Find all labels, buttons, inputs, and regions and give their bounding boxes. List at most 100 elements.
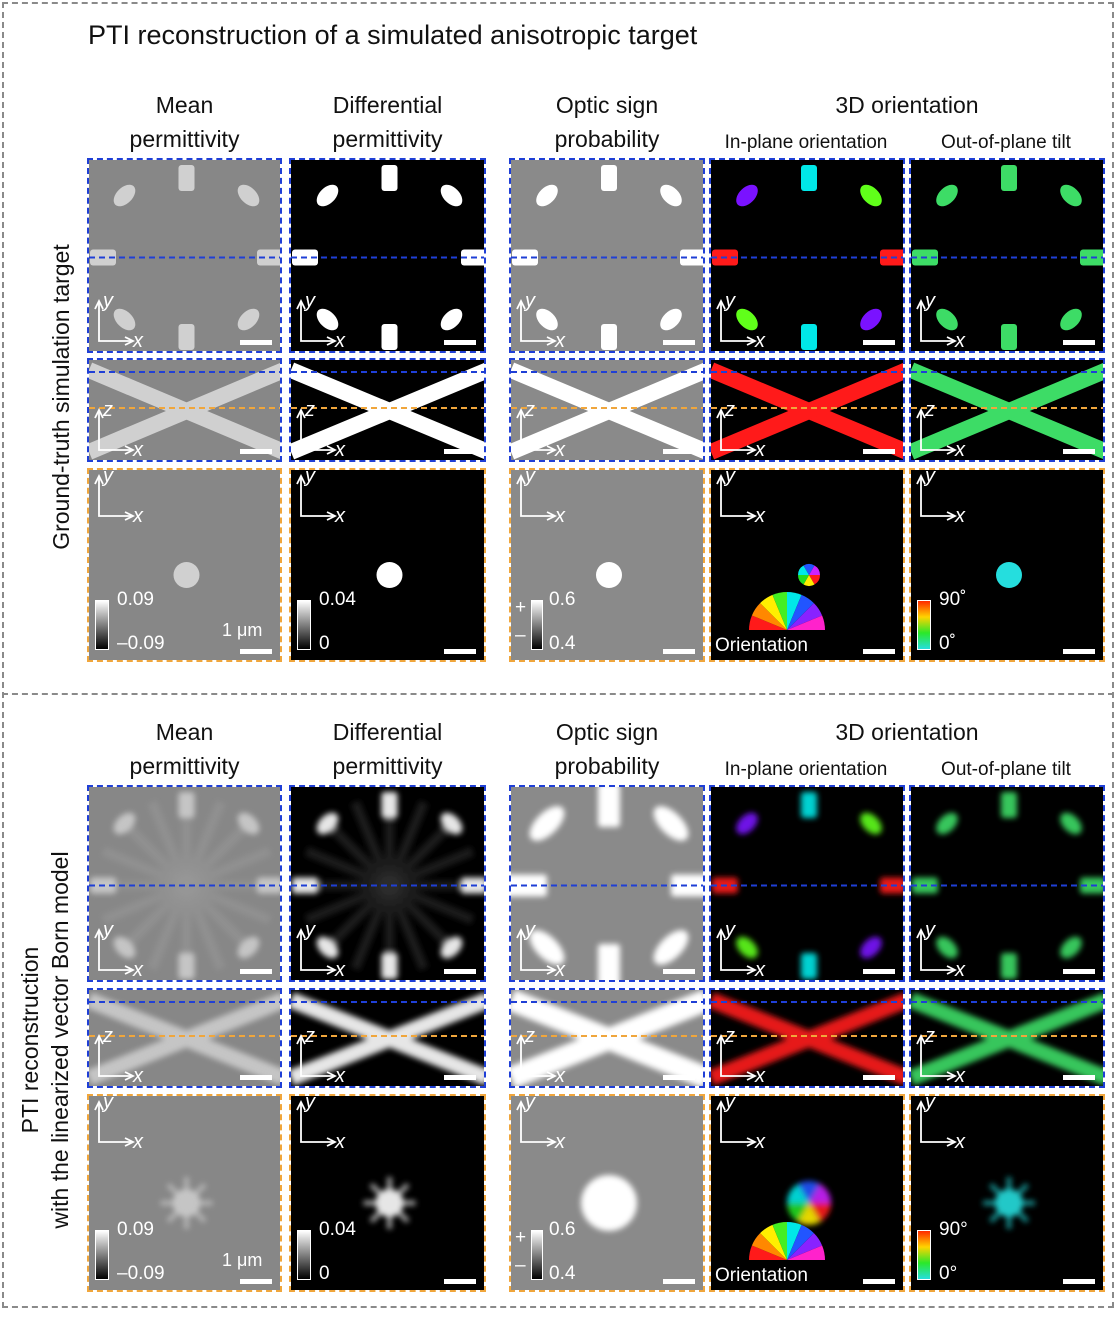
row-label: PTI reconstruction with the linearized ve… bbox=[15, 740, 75, 1340]
scale-bar bbox=[444, 1075, 476, 1080]
scale-bar bbox=[240, 649, 272, 654]
panel-image bbox=[89, 470, 280, 660]
row-label-line: PTI reconstruction bbox=[17, 946, 43, 1134]
feature-tl bbox=[113, 812, 136, 835]
feature-tr bbox=[653, 806, 689, 841]
feature-top bbox=[801, 165, 817, 191]
feature-tl bbox=[936, 812, 958, 835]
feature-tr bbox=[1060, 184, 1082, 207]
axis-label-y: y bbox=[103, 1094, 113, 1113]
feature-bl bbox=[113, 936, 136, 959]
feature-center bbox=[596, 562, 622, 588]
scale-bar bbox=[240, 449, 272, 454]
axis-label-x: x bbox=[955, 1065, 965, 1087]
axes-arrows bbox=[716, 298, 758, 346]
axes-arrows bbox=[516, 1033, 558, 1081]
column-header-line: Differential bbox=[332, 92, 443, 118]
colorbar-mean bbox=[95, 1230, 109, 1280]
scale-bar bbox=[444, 449, 476, 454]
panel-diff-z: y x 0.04 0 bbox=[289, 1094, 486, 1292]
feature-br bbox=[860, 936, 882, 959]
axes-arrows bbox=[94, 1033, 136, 1081]
feature-bottom bbox=[801, 953, 817, 979]
feature-tl bbox=[936, 184, 958, 207]
feature-top bbox=[801, 792, 817, 818]
scale-bar bbox=[444, 340, 476, 345]
feature-center bbox=[996, 562, 1022, 588]
panel-image bbox=[911, 990, 1103, 1086]
row-label-line: Ground-truth simulation target bbox=[48, 244, 74, 550]
axes-arrows bbox=[296, 927, 338, 975]
feature-tr bbox=[860, 812, 882, 835]
axis-label-y: y bbox=[103, 290, 113, 312]
scale-bar bbox=[1063, 1075, 1095, 1080]
column-subheader-inplane: In-plane orientation bbox=[724, 132, 888, 153]
panel-image bbox=[291, 360, 484, 460]
panel-image bbox=[511, 360, 703, 460]
scale-bar bbox=[240, 1279, 272, 1284]
scale-bar bbox=[240, 1075, 272, 1080]
column-header-line: permittivity bbox=[332, 126, 443, 152]
panel-image bbox=[89, 160, 280, 351]
colorbar-max-label: 0.04 bbox=[319, 589, 356, 610]
column-header-line: Mean bbox=[155, 92, 214, 118]
axis-label-x: x bbox=[555, 959, 565, 981]
scale-bar bbox=[444, 649, 476, 654]
scale-bar bbox=[444, 1279, 476, 1284]
panel-tilt-z: y x 90° 0° bbox=[909, 1094, 1105, 1292]
axis-label-z: z bbox=[725, 1025, 735, 1047]
column-header-line: Differential bbox=[332, 719, 443, 745]
colorbar-diff bbox=[297, 600, 311, 650]
colorbar-max-label: 90˚ bbox=[939, 589, 967, 610]
column-header-line: Optic sign bbox=[555, 719, 659, 745]
axis-label-y: y bbox=[725, 1094, 735, 1113]
panel-image bbox=[711, 360, 903, 460]
axis-label-x: x bbox=[755, 439, 765, 461]
axis-label-x: x bbox=[335, 330, 345, 352]
feature-bottom bbox=[178, 953, 195, 979]
panel-image bbox=[911, 470, 1103, 660]
panel-image bbox=[911, 360, 1103, 460]
axis-label-x: x bbox=[335, 505, 345, 527]
axis-label-y: y bbox=[525, 919, 535, 941]
axis-label-x: x bbox=[955, 1131, 965, 1153]
colorbar-max-label: 0.04 bbox=[319, 1219, 356, 1240]
axis-label-y: y bbox=[725, 468, 735, 487]
column-header-diff: Differential permittivity bbox=[289, 715, 486, 783]
figure-title: PTI reconstruction of a simulated anisot… bbox=[88, 20, 698, 50]
feature-br bbox=[237, 308, 260, 331]
feature-top bbox=[601, 165, 617, 191]
orientation-label: Orientation bbox=[715, 635, 808, 656]
column-header-mean: Mean permittivity bbox=[87, 715, 282, 783]
feature-top bbox=[1001, 792, 1017, 818]
optic-plus-sign: + bbox=[515, 597, 527, 618]
feature-bottom bbox=[601, 324, 617, 350]
scale-bar bbox=[863, 649, 895, 654]
feature-center bbox=[995, 1189, 1023, 1217]
scale-bar bbox=[863, 969, 895, 974]
feature-tr bbox=[440, 812, 463, 835]
column-subheader-inplane: In-plane orientation bbox=[724, 759, 888, 780]
feature-top bbox=[381, 792, 398, 818]
feature-bottom bbox=[381, 953, 398, 979]
column-header-line: Optic sign bbox=[555, 92, 659, 118]
axis-label-x: x bbox=[555, 330, 565, 352]
panel-inplane-z: y x Orientation bbox=[709, 468, 905, 662]
axis-label-y: y bbox=[925, 919, 935, 941]
axis-label-z: z bbox=[305, 399, 315, 421]
feature-br bbox=[860, 308, 882, 331]
panel-image bbox=[291, 990, 484, 1086]
orientation-wheel bbox=[749, 592, 825, 630]
feature-br bbox=[237, 936, 260, 959]
axis-label-x: x bbox=[335, 1131, 345, 1153]
axis-label-y: y bbox=[305, 919, 315, 941]
axes-arrows bbox=[516, 473, 558, 521]
axes-arrows bbox=[94, 927, 136, 975]
scale-bar bbox=[1063, 1279, 1095, 1284]
feature-tl bbox=[736, 184, 758, 207]
